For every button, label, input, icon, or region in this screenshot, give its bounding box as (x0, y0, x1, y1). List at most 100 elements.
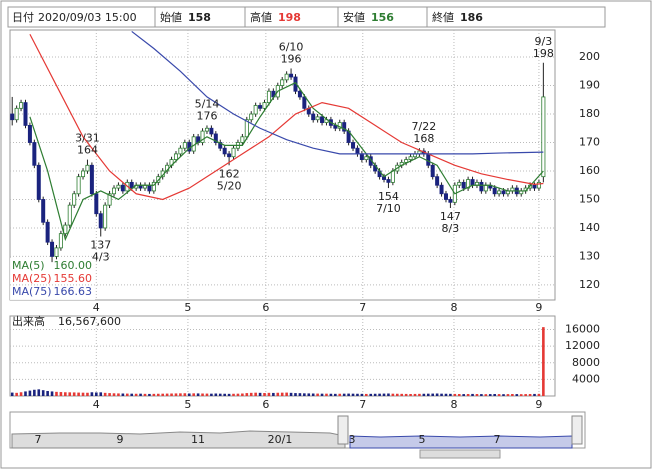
volume-bar (528, 394, 532, 396)
candle-body (390, 170, 395, 183)
candle-body (85, 164, 90, 172)
annotation-date: 8/3 (442, 222, 460, 235)
candle-body (107, 193, 112, 206)
volume-bar (453, 393, 457, 396)
candle-body (27, 125, 32, 143)
volume-bar (227, 393, 231, 396)
volume-bar (511, 394, 514, 396)
candle-body (178, 147, 183, 155)
price-panel (9, 29, 556, 301)
volume-bar (325, 393, 328, 396)
volume-bar (174, 393, 178, 396)
x-tick-label: 8 (450, 301, 457, 314)
navigator-history (11, 430, 346, 449)
volume-bar (55, 391, 58, 396)
candle-body (501, 190, 506, 195)
legend-name: MA(25) (12, 272, 52, 285)
volume-bar (316, 393, 319, 396)
volume-bar (130, 393, 134, 396)
volume-bar (28, 390, 32, 396)
candle-body (98, 213, 103, 229)
candle-body (470, 179, 475, 186)
volume-bar (201, 393, 204, 396)
volume-bar (267, 392, 271, 396)
volume-bar (533, 393, 536, 396)
volume-bar (537, 393, 541, 396)
volume-bar (108, 393, 111, 396)
candle-body (355, 147, 360, 155)
navigator-selection (349, 435, 573, 449)
navigator-handle-left[interactable] (337, 415, 349, 445)
annotation-date: 5/14 (195, 97, 220, 110)
volume-bar (10, 392, 14, 396)
y-tick-label: 150 (579, 192, 600, 205)
volume-bar (64, 392, 67, 396)
volume-bar (232, 393, 235, 396)
volume-bar (19, 392, 23, 396)
navigator-label: 7 (494, 433, 501, 446)
annotation-date: 5/20 (217, 179, 242, 192)
volume-bar (95, 392, 98, 396)
volume-bar (214, 393, 218, 396)
volume-bar (33, 389, 36, 396)
candle-body (147, 184, 152, 192)
x-tick-label: 9 (535, 398, 542, 411)
volume-bar (395, 393, 399, 396)
x-tick-label: 6 (262, 398, 269, 411)
annotation-date: 7/10 (376, 202, 401, 215)
candle-body (284, 73, 289, 81)
navigator-label: 11 (191, 433, 205, 446)
volume-bar (68, 392, 72, 396)
y-tick-label: 190 (579, 79, 600, 92)
candle-body (222, 147, 227, 155)
volume-bar (112, 393, 116, 396)
candle-body (213, 133, 218, 143)
candle-body (448, 199, 453, 203)
candle-body (266, 90, 271, 104)
candle-body (72, 193, 77, 206)
volume-bar (329, 393, 333, 396)
candle-body (258, 105, 263, 109)
volume-bar (161, 393, 165, 396)
volume-bar (311, 393, 315, 396)
volume-panel (9, 315, 556, 397)
volume-bar (236, 393, 240, 396)
annotation-value: 164 (77, 144, 98, 157)
volume-bar (435, 393, 439, 396)
x-tick-label: 4 (93, 301, 100, 314)
volume-tick-label: 16000 (565, 323, 600, 336)
candle-body (89, 164, 94, 195)
volume-bar (81, 392, 85, 396)
candle-body (289, 73, 294, 78)
navigator-label: 7 (35, 433, 42, 446)
volume-bar (41, 390, 45, 396)
candle-body (536, 181, 541, 189)
volume-bar (258, 392, 262, 396)
navigator-handle-right[interactable] (571, 415, 583, 445)
candle-body (497, 190, 502, 195)
candle-body (249, 113, 254, 121)
candle-body (58, 233, 63, 249)
volume-bar (249, 392, 253, 396)
low-label: 安値 (343, 10, 365, 24)
volume-bar (347, 393, 350, 396)
volume-bar (90, 392, 94, 396)
scrollbar[interactable] (419, 449, 501, 459)
x-tick-label: 6 (262, 301, 269, 314)
volume-bar (307, 393, 311, 396)
legend-box (10, 258, 95, 300)
annotation-date: 3/31 (75, 132, 100, 145)
volume-bar (418, 393, 421, 396)
candle-body (466, 179, 471, 189)
volume-bar (356, 393, 359, 396)
volume-bar (192, 393, 195, 396)
candle-body (32, 142, 37, 166)
candle-body (36, 164, 41, 200)
volume-bar (404, 393, 408, 396)
volume-bar (298, 393, 302, 396)
volume-bar (46, 391, 49, 396)
volume-bar (373, 393, 377, 396)
open: 158 (188, 11, 211, 24)
candle-body (297, 90, 302, 98)
candle-body (112, 187, 117, 195)
